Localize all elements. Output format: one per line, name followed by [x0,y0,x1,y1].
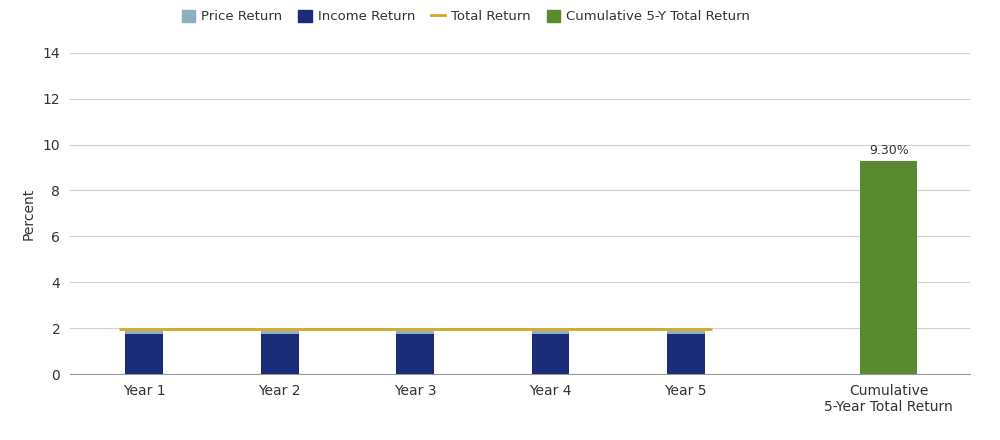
Bar [667,331,705,334]
Bar [532,334,569,374]
Bar [532,331,569,334]
Bar [261,331,299,334]
Y-axis label: Percent: Percent [22,187,36,239]
Bar [261,334,299,374]
Bar [125,334,163,374]
Bar [125,331,163,334]
Bar [860,161,917,374]
Bar [396,334,434,374]
Text: 9.30%: 9.30% [869,144,909,157]
Bar [667,334,705,374]
Legend: Price Return, Income Return, Total Return, Cumulative 5-Y Total Return: Price Return, Income Return, Total Retur… [176,5,756,29]
Bar [396,331,434,334]
